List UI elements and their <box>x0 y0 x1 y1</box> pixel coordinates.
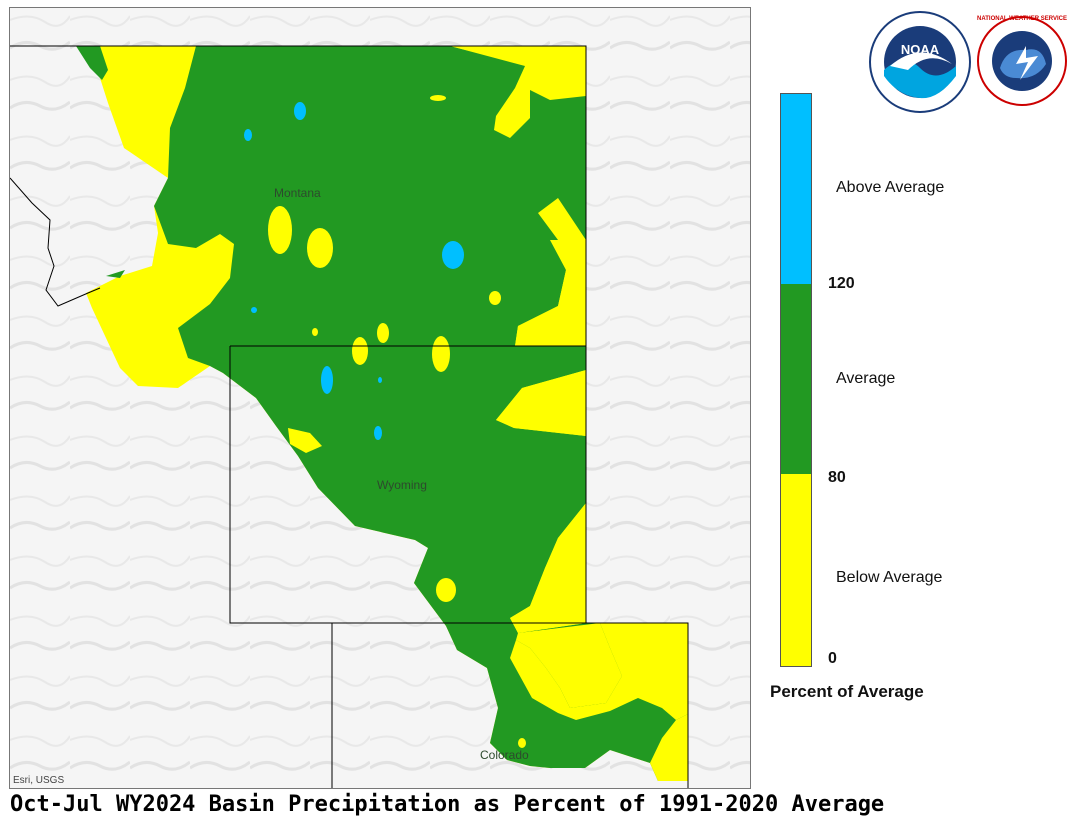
legend-label-below-average: Below Average <box>836 569 943 586</box>
legend-label-average: Average <box>836 370 896 387</box>
state-boundaries <box>10 45 689 788</box>
map-frame: Montana Wyoming Colorado Esri, USGS <box>9 7 751 789</box>
legend-color-bar <box>780 93 812 667</box>
legend-swatch-average <box>781 284 811 474</box>
state-label-montana: Montana <box>274 186 321 200</box>
state-label-colorado: Colorado <box>480 748 529 762</box>
legend-break-120: 120 <box>828 275 855 292</box>
legend-swatch-above-average <box>781 94 811 284</box>
average-speck <box>106 270 125 278</box>
legend-break-0: 0 <box>828 650 837 667</box>
legend-break-80: 80 <box>828 469 846 486</box>
noaa-logo: NOAA <box>869 11 971 113</box>
legend-label-above-average: Above Average <box>836 179 945 196</box>
above-average-patches <box>244 102 464 440</box>
nws-logo-ring-text: NATIONAL WEATHER SERVICE <box>977 16 1067 22</box>
noaa-logo-text: NOAA <box>901 42 940 57</box>
map-credit: Esri, USGS <box>13 775 65 786</box>
average-speck <box>76 46 108 80</box>
precipitation-map <box>10 8 750 788</box>
page-title: Oct-Jul WY2024 Basin Precipitation as Pe… <box>10 792 885 817</box>
below-average-patches <box>268 46 688 781</box>
legend-unit-label: Percent of Average <box>770 682 924 701</box>
state-label-wyoming: Wyoming <box>377 478 427 492</box>
nws-logo: NATIONAL WEATHER SERVICE <box>977 16 1067 106</box>
legend-swatch-below-average <box>781 474 811 666</box>
